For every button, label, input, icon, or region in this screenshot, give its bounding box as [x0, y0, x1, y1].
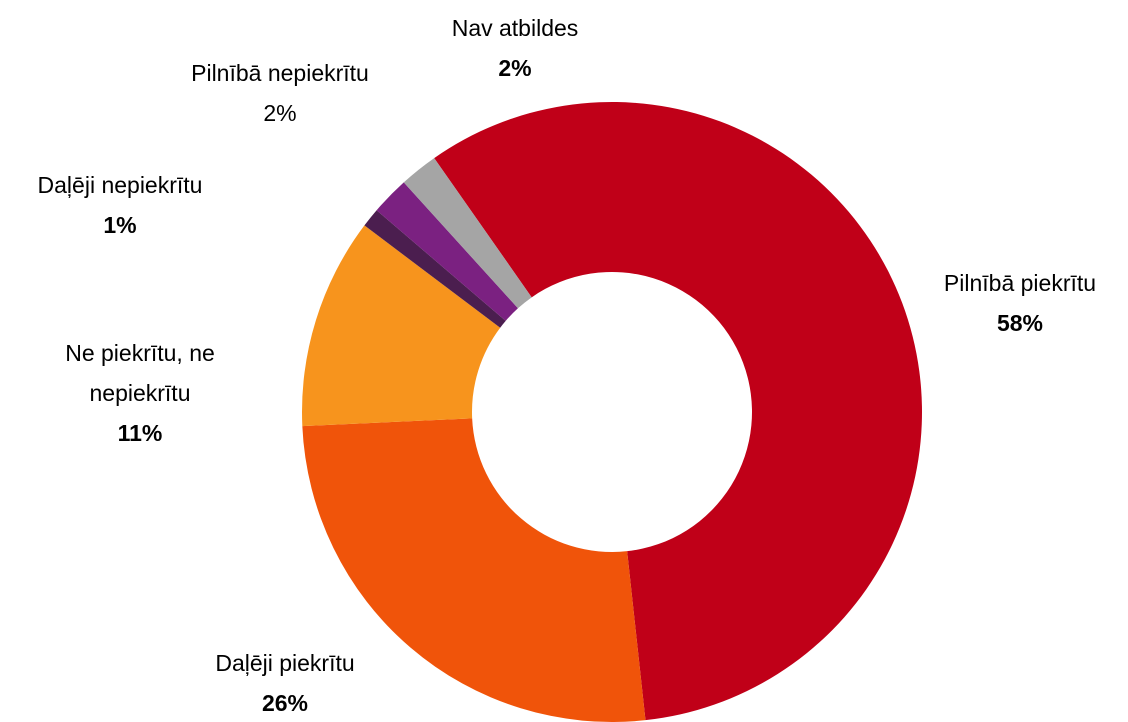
donut-segment	[302, 418, 646, 722]
segment-label: Ne piekrītu, ne nepiekrītu 11%	[20, 333, 260, 453]
value-label: 1%	[103, 212, 137, 238]
donut-segment	[302, 225, 501, 427]
value-label: 11%	[117, 420, 163, 446]
category-name: Pilnībā piekrītu	[943, 270, 1097, 296]
category-name: Ne piekrītu, ne nepiekrītu	[65, 340, 215, 406]
segment-label: Nav atbildes 2%	[405, 8, 625, 88]
donut-segment	[364, 210, 506, 328]
category-name: Daļēji nepiekrītu	[37, 172, 203, 198]
segment-label: Daļēji nepiekrītu 1%	[0, 165, 240, 245]
donut-segment	[403, 158, 532, 309]
category-name: Pilnībā nepiekrītu	[191, 60, 369, 86]
donut-segment	[376, 182, 518, 321]
segment-label: Pilnībā nepiekrītu 2%	[150, 53, 410, 133]
donut-segment	[434, 102, 922, 721]
value-label: 26%	[261, 690, 309, 716]
value-label: 2%	[263, 100, 297, 126]
segment-label: Daļēji piekrītu 26%	[165, 643, 405, 722]
category-name: Nav atbildes	[451, 15, 579, 41]
value-label: 2%	[498, 55, 532, 81]
segment-label: Pilnībā piekrītu 58%	[900, 263, 1128, 343]
category-name: Daļēji piekrītu	[215, 650, 355, 676]
value-label: 58%	[996, 310, 1044, 336]
